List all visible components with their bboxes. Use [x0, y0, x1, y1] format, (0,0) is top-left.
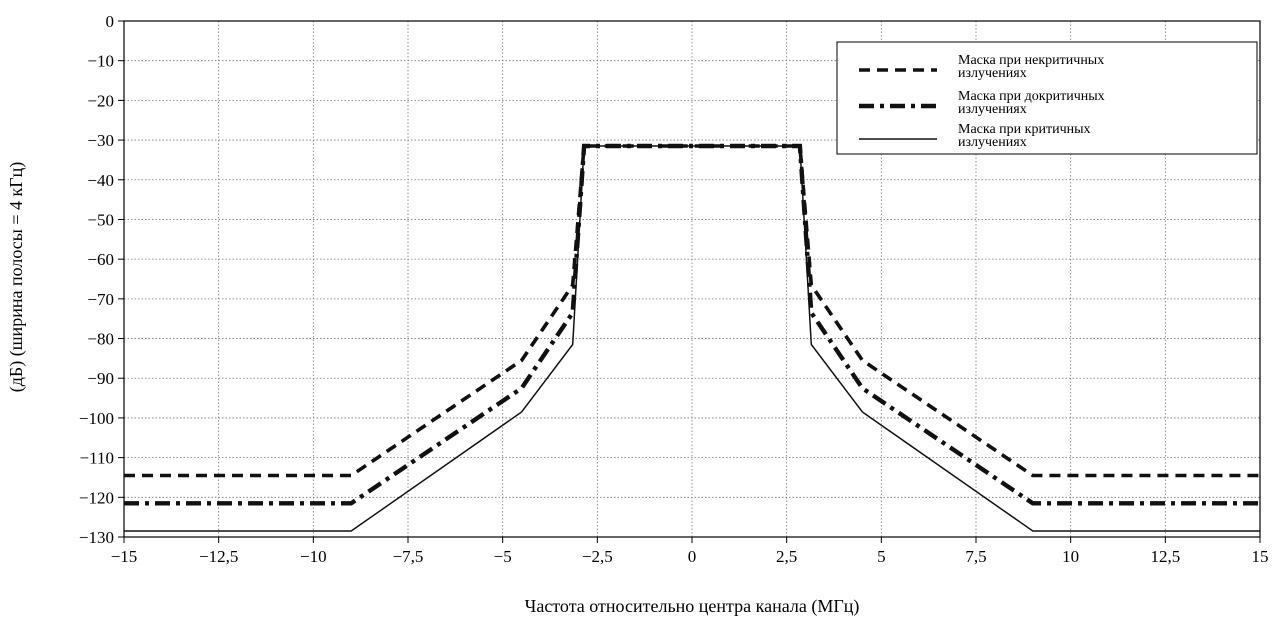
- y-tick-label: −120: [79, 488, 114, 507]
- legend-label-0-cont: излучениях: [958, 66, 1027, 81]
- legend-box: [836, 41, 1258, 155]
- legend-label-2: Маска при критичных: [958, 122, 1091, 137]
- grid: [124, 21, 1260, 537]
- x-tick-label: 5: [877, 547, 886, 566]
- axes: [118, 20, 1261, 543]
- series-line-1: [124, 143, 1260, 506]
- y-tick-label: −10: [87, 52, 114, 71]
- x-axis-title: Частота относительно центра канала (МГц): [525, 596, 860, 617]
- legend-label-0: Маска при некритичных: [958, 53, 1104, 68]
- y-tick-label: 0: [106, 12, 115, 31]
- y-tick-label: −70: [87, 290, 114, 309]
- y-tick-label: −110: [80, 449, 114, 468]
- x-tick-label: 0: [688, 547, 697, 566]
- y-tick-label: −40: [87, 171, 114, 190]
- series-group: [124, 143, 1260, 532]
- x-tick-label: −2,5: [582, 547, 613, 566]
- y-tick-label: −80: [87, 330, 114, 349]
- x-tick-label: −15: [111, 547, 138, 566]
- series-line-0: [124, 144, 1260, 478]
- x-tick-label: 12,5: [1150, 547, 1180, 566]
- y-tick-label: −20: [87, 91, 114, 110]
- legend-label-1: Маска при докритичных: [958, 89, 1105, 104]
- y-tick-label: −50: [87, 210, 114, 229]
- x-tick-label: −5: [494, 547, 512, 566]
- y-tick-label: −60: [87, 250, 114, 269]
- x-tick-label: −12,5: [199, 547, 238, 566]
- x-tick-labels: −15 −12,5 −10 −7,5 −5 −2,5 0 2,5 5 7,5 10 12,5 15: [111, 547, 1269, 566]
- y-tick-labels: 0 −10 −20 −30 −40 −50 −60 −70 −80 −90 −100 −110 −120…: [79, 12, 114, 547]
- y-tick-label: −90: [87, 369, 114, 388]
- y-tick-label: −30: [87, 131, 114, 150]
- x-tick-label: −10: [300, 547, 327, 566]
- x-tick-label: 2,5: [776, 547, 797, 566]
- y-tick-label: −100: [79, 409, 114, 428]
- x-tick-label: −7,5: [393, 547, 424, 566]
- legend-label-2-cont: излучениях: [958, 135, 1027, 150]
- legend-label-1-cont: излучениях: [958, 102, 1027, 117]
- x-tick-label: 7,5: [965, 547, 986, 566]
- y-tick-label: −130: [79, 528, 114, 547]
- x-tick-label: 10: [1062, 547, 1079, 566]
- y-axis-title: (дБ) (ширина полосы = 4 кГц): [6, 162, 27, 393]
- x-tick-label: 15: [1252, 547, 1269, 566]
